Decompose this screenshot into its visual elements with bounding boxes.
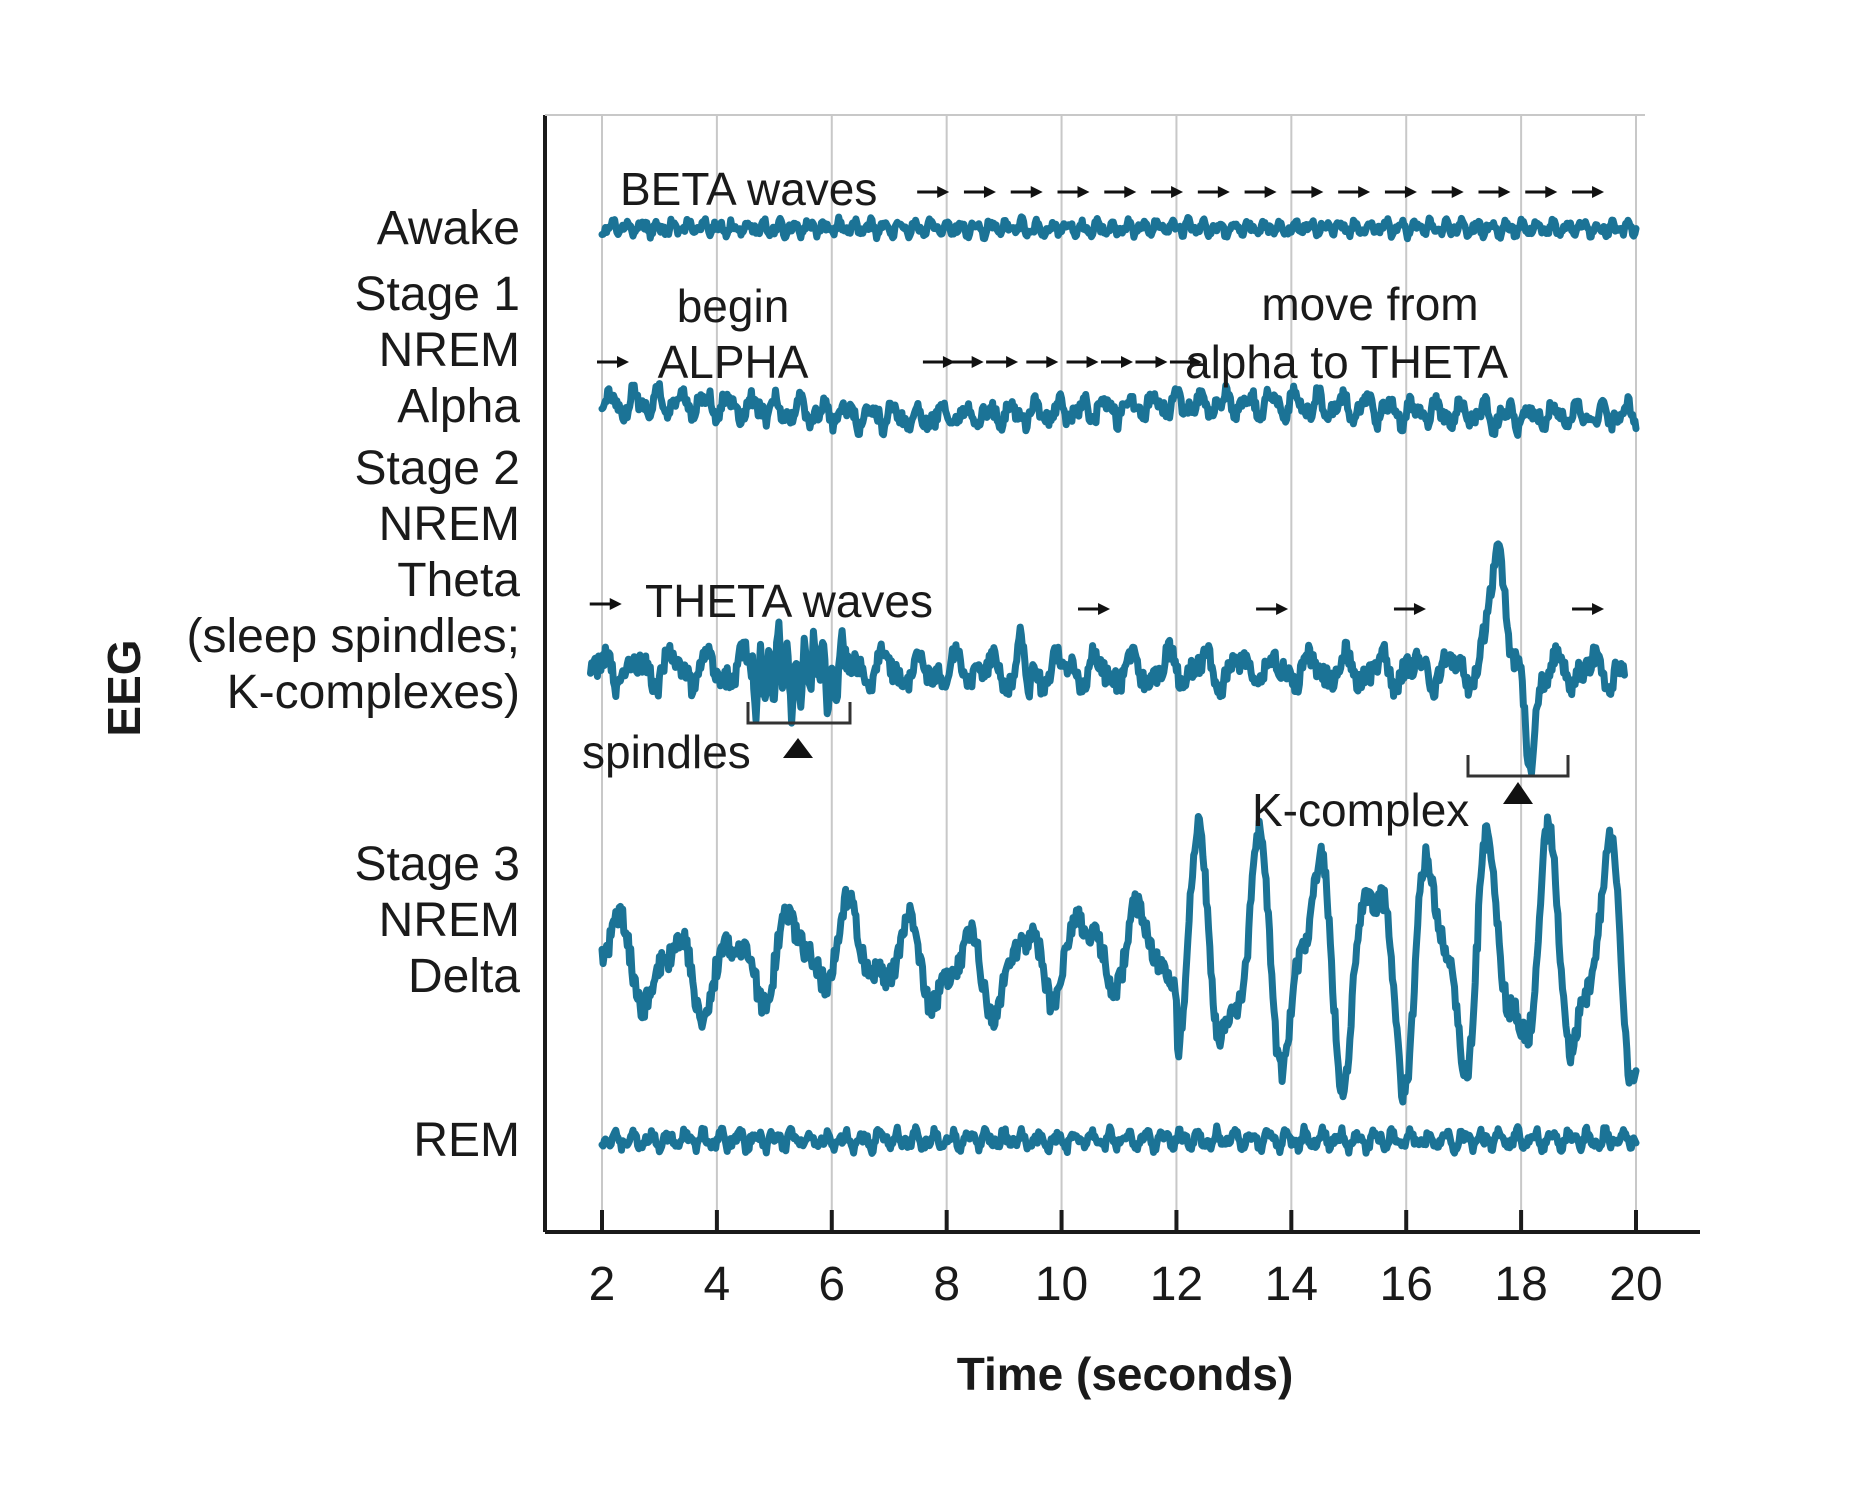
tick-label-10: 10 [1035,1258,1088,1311]
beta-arrows [917,186,1605,198]
wave-rem [598,1122,1640,1157]
alpha-arrow-2-icon [1006,356,1019,368]
alpha-annotation: ALPHA [658,336,809,388]
stage-label-awake-0: Awake [377,202,520,255]
stage-label-stage2-1: NREM [379,498,520,551]
tick-label-18: 18 [1494,1258,1547,1311]
beta-arrow-3-icon [1077,186,1090,198]
beta-arrow-12-icon [1498,186,1511,198]
beta-arrow-10-icon [1404,186,1417,198]
tick-label-4: 4 [704,1258,731,1311]
alpha-arrows [597,356,1202,368]
kcomplex-annotation: K-complex [1252,784,1469,836]
wave-stage2 [587,540,1628,777]
beta-arrow-0-icon [937,186,950,198]
theta-arrow-4-icon [1592,603,1605,615]
stage-label-stage3-2: Delta [408,950,520,1003]
beta-arrow-1-icon [983,186,996,198]
alpha-arrow-start-icon [617,356,629,368]
alpha-arrow-4-icon [1086,356,1099,368]
x-axis-ticks: 2 4 6 8 10 12 14 16 18 20 [589,1210,1663,1311]
spindles-annotation: spindles [582,726,751,778]
beta-arrow-8-icon [1311,186,1324,198]
stage-label-stage1-1: NREM [379,324,520,377]
tick-label-2: 2 [589,1258,616,1311]
beta-arrow-9-icon [1358,186,1371,198]
spindles-bracket [746,702,852,725]
beta-arrow-11-icon [1451,186,1464,198]
spindles-pointer-icon [783,738,813,758]
move-from-annotation: move from [1261,278,1478,330]
wave-awake [598,213,1640,243]
beta-arrow-7-icon [1264,186,1277,198]
stage-label-rem-0: REM [413,1114,520,1167]
theta-arrow-2-icon [1276,603,1289,615]
stage-label-stage3-0: Stage 3 [355,838,520,891]
tick-label-14: 14 [1265,1258,1318,1311]
beta-arrow-4-icon [1124,186,1137,198]
stage-label-stage2-3: (sleep spindles; [186,610,520,663]
alpha-arrow-0-icon [942,356,955,368]
theta-arrow-0-icon [609,598,622,610]
tick-label-12: 12 [1150,1258,1203,1311]
kcomplex-pointer-icon [1503,782,1533,804]
wave-stage3 [598,813,1640,1106]
alpha-arrow-3-icon [1046,356,1059,368]
beta-arrow-6-icon [1217,186,1230,198]
tick-label-6: 6 [818,1258,845,1311]
stage-label-stage3-1: NREM [379,894,520,947]
alpha-arrow-5-icon [1121,356,1133,368]
eeg-traces [587,213,1640,1157]
theta-waves-annotation: THETA waves [645,575,933,627]
stage-label-stage2-0: Stage 2 [355,442,520,495]
begin-annotation: begin [677,280,790,332]
theta-arrow-3-icon [1413,603,1426,615]
beta-arrow-13-icon [1545,186,1558,198]
stage-label-stage1-0: Stage 1 [355,268,520,321]
beta-arrow-14-icon [1592,186,1605,198]
kcomplex-bracket [1466,755,1570,778]
theta-arrow-1-icon [1098,603,1111,615]
alpha-arrow-6-icon [1155,356,1168,368]
beta-arrow-5-icon [1171,186,1184,198]
stage-label-stage2-2: Theta [397,554,520,607]
stage-label-stage2-4: K-complexes) [227,666,520,719]
alpha-arrow-7-icon [1189,356,1202,368]
beta-arrow-2-icon [1030,186,1043,198]
beta-waves-annotation: BETA waves [620,163,877,215]
tick-label-8: 8 [933,1258,960,1311]
wave-stage1 [598,380,1640,439]
alpha-to-theta-annotation: alpha to THETA [1185,336,1508,388]
alpha-arrow-1-icon [971,356,984,368]
tick-label-16: 16 [1380,1258,1433,1311]
y-axis-title: EEG [98,639,150,736]
theta-arrows [589,598,1605,615]
tick-label-20: 20 [1609,1258,1662,1311]
x-axis-title: Time (seconds) [957,1348,1294,1400]
stage-label-stage1-2: Alpha [397,380,520,433]
